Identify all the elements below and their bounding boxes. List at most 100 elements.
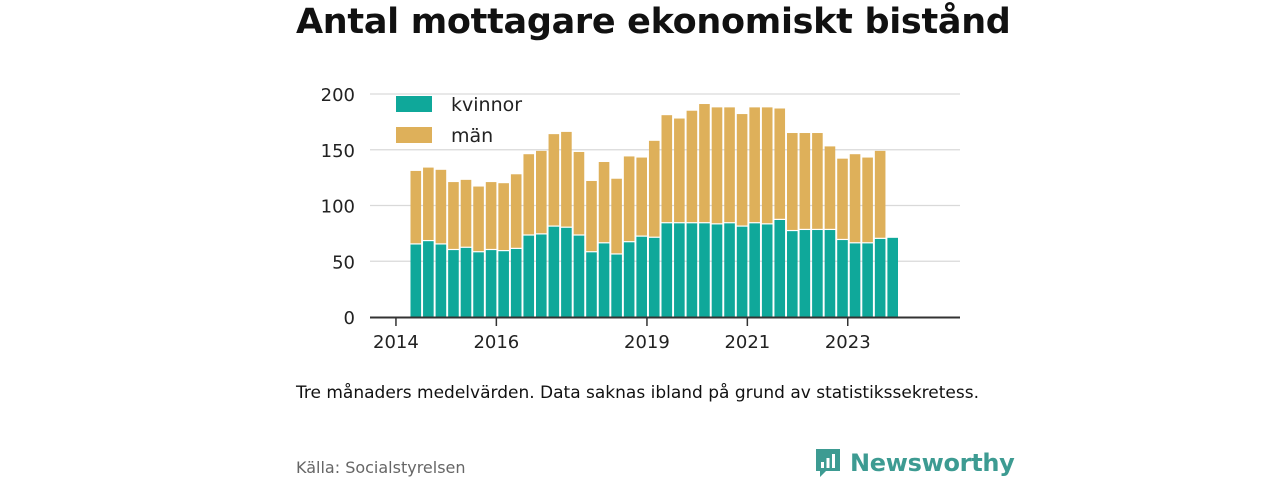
- bar-män: [460, 179, 472, 247]
- bar-kvinnor: [874, 238, 886, 317]
- bar-män: [648, 140, 660, 237]
- y-tick-label: 50: [332, 252, 355, 273]
- bar-män: [548, 134, 560, 226]
- x-tick-label: 2019: [624, 332, 670, 353]
- bar-kvinnor: [674, 223, 685, 317]
- legend-label-män: män: [451, 125, 493, 147]
- bar-män: [623, 156, 635, 242]
- bar-kvinnor: [473, 252, 484, 317]
- bar-kvinnor: [724, 223, 735, 317]
- y-tick-label: 100: [321, 197, 355, 218]
- bar-kvinnor: [824, 230, 836, 317]
- bar-män: [561, 131, 572, 227]
- y-tick-label: 150: [321, 141, 355, 162]
- bar-kvinnor: [699, 223, 710, 317]
- bar-män: [874, 150, 886, 238]
- bar-kvinnor: [498, 251, 509, 317]
- bar-män: [473, 186, 484, 252]
- x-tick-label: 2014: [373, 332, 419, 353]
- bar-kvinnor: [749, 223, 760, 317]
- bar-kvinnor: [510, 248, 522, 317]
- bar-kvinnor: [648, 237, 660, 317]
- bar-män: [435, 169, 447, 244]
- bar-kvinnor: [661, 223, 673, 317]
- newsworthy-logo-icon: [816, 449, 840, 477]
- bar-män: [824, 146, 836, 229]
- bar-män: [611, 178, 622, 254]
- legend: kvinnor män: [396, 94, 522, 147]
- bar-kvinnor: [410, 244, 422, 317]
- brand-logo[interactable]: Newsworthy: [814, 447, 1015, 479]
- bar-kvinnor: [774, 219, 786, 317]
- y-tick-labels: 0 50 100 150 200: [321, 85, 355, 329]
- bar-män: [761, 107, 773, 224]
- bar-kvinnor: [761, 224, 773, 317]
- bar-män: [636, 157, 647, 236]
- bar-kvinnor: [736, 226, 748, 317]
- bar-män: [410, 170, 422, 244]
- bar-män: [498, 183, 509, 251]
- bar-män: [523, 154, 535, 235]
- bar-kvinnor: [887, 237, 898, 317]
- bar-män: [423, 167, 434, 240]
- bar-kvinnor: [586, 252, 597, 317]
- chart-title: Antal mottagare ekonomiskt bistånd: [296, 2, 1011, 42]
- bar-män: [686, 110, 698, 223]
- bar-män: [837, 158, 848, 239]
- bar-män: [661, 115, 673, 223]
- legend-label-kvinnor: kvinnor: [451, 94, 522, 116]
- bar-män: [573, 151, 585, 235]
- bar-kvinnor: [623, 242, 635, 317]
- bar-kvinnor: [460, 247, 472, 317]
- bar-män: [724, 107, 735, 223]
- bar-kvinnor: [448, 250, 459, 317]
- bar-kvinnor: [862, 243, 873, 317]
- bar-män: [699, 104, 710, 223]
- bar-män: [485, 182, 497, 249]
- bar-män: [586, 180, 597, 252]
- bar-kvinnor: [849, 243, 861, 317]
- legend-swatch-män: [396, 127, 432, 143]
- x-tick-label: 2016: [473, 332, 519, 353]
- legend-swatch-kvinnor: [396, 96, 432, 112]
- source-text: Källa: Socialstyrelsen: [296, 458, 466, 477]
- brand-name: Newsworthy: [850, 449, 1015, 477]
- bar-män: [536, 150, 547, 234]
- x-tick-label: 2021: [724, 332, 770, 353]
- bar-kvinnor: [837, 240, 848, 317]
- bar-kvinnor: [435, 244, 447, 317]
- bar-kvinnor: [573, 235, 585, 317]
- y-tick-label: 200: [321, 85, 355, 106]
- stacked-bar-chart: 0 50 100 150 200 2014 2016 2019 2021 2023 kvinno…: [321, 85, 960, 353]
- bar-kvinnor: [598, 243, 610, 317]
- bar-män: [736, 114, 748, 226]
- bar-män: [674, 118, 685, 223]
- bar-kvinnor: [787, 231, 798, 317]
- bar-män: [787, 133, 798, 230]
- bar-män: [448, 182, 459, 249]
- x-tick-label: 2023: [825, 332, 871, 353]
- chart-note: Tre månaders medelvärden. Data saknas ib…: [296, 383, 979, 403]
- bar-kvinnor: [536, 234, 547, 317]
- x-axis: 2014 2016 2019 2021 2023: [370, 316, 960, 353]
- bar-kvinnor: [686, 223, 698, 317]
- bar-män: [749, 107, 760, 223]
- bar-män: [510, 174, 522, 248]
- bar-män: [812, 133, 823, 229]
- bar-kvinnor: [636, 236, 647, 317]
- bar-män: [862, 157, 873, 243]
- bar-män: [711, 107, 723, 224]
- bar-kvinnor: [485, 250, 497, 317]
- bar-kvinnor: [523, 235, 535, 317]
- y-tick-label: 0: [344, 308, 355, 329]
- bar-kvinnor: [423, 241, 434, 317]
- bars: [410, 104, 898, 317]
- bar-kvinnor: [548, 226, 560, 317]
- bar-män: [598, 162, 610, 243]
- bar-kvinnor: [561, 227, 572, 317]
- bar-kvinnor: [812, 230, 823, 317]
- bar-män: [799, 133, 811, 229]
- bar-kvinnor: [711, 224, 723, 317]
- bar-kvinnor: [611, 254, 622, 317]
- bar-män: [849, 154, 861, 243]
